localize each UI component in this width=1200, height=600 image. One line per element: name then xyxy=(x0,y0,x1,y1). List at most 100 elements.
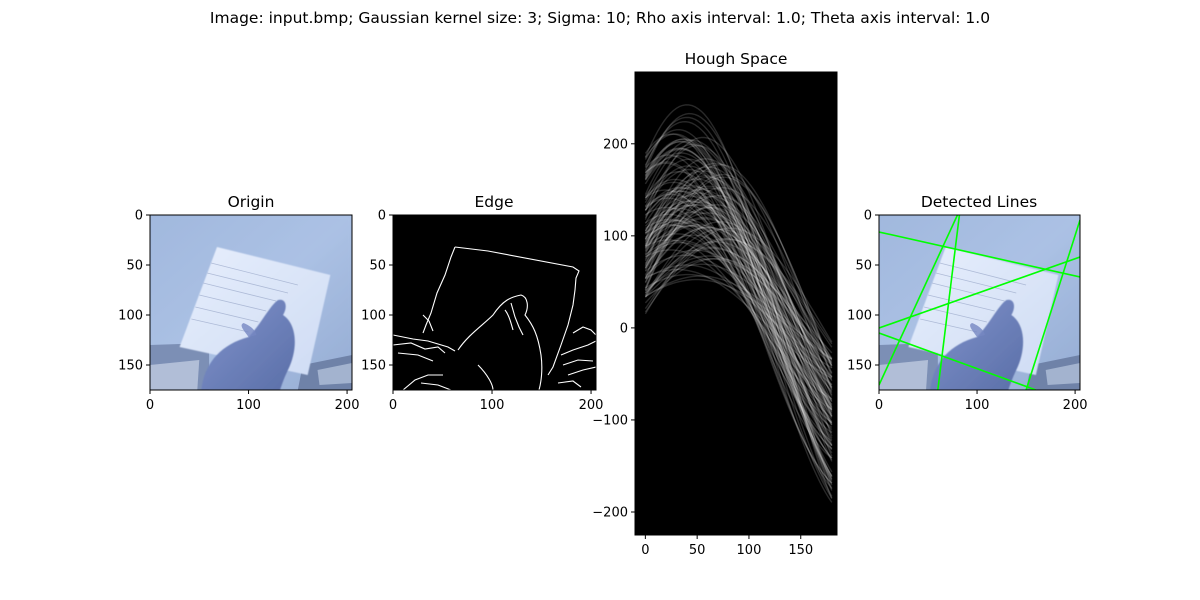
hough-curve xyxy=(644,187,833,396)
hough-curve xyxy=(644,201,833,406)
axes-frame xyxy=(878,214,1081,391)
detected-line xyxy=(879,215,959,386)
hough-curve xyxy=(644,128,833,497)
hough-curve xyxy=(644,195,833,426)
hough-curve xyxy=(644,178,833,459)
hough-curve xyxy=(644,162,833,391)
axes-frame xyxy=(634,71,838,536)
hough-curve xyxy=(644,225,833,405)
hough-curve xyxy=(644,254,833,386)
hough-curve xyxy=(644,162,833,484)
hough-curve xyxy=(644,234,833,392)
hough-curve xyxy=(644,166,833,408)
hough-curve xyxy=(644,147,833,478)
hough-curve xyxy=(644,200,833,418)
x-tick-label: 50 xyxy=(689,543,706,558)
hough-curve xyxy=(644,140,833,480)
panel-detected-lines: Detected Lines 0 100 200 0 50 100 150 xyxy=(847,193,1087,413)
hough-curve xyxy=(644,189,833,459)
hough-curve xyxy=(644,186,833,447)
axes-frame xyxy=(392,214,597,391)
hough-curve xyxy=(644,241,833,362)
axes-frame xyxy=(149,214,353,391)
hough-curve xyxy=(644,216,833,390)
hough-curve xyxy=(644,212,833,386)
y-tick-label: 100 xyxy=(603,229,628,244)
hough-curve xyxy=(644,186,833,426)
hough-curve xyxy=(644,223,833,394)
x-tick-label: 100 xyxy=(965,398,990,413)
hough-curve xyxy=(645,218,833,428)
hough-curve xyxy=(644,154,833,489)
hough-curve xyxy=(644,176,833,367)
hough-curve xyxy=(644,175,833,410)
y-tick-label: 0 xyxy=(620,321,628,336)
hough-curve xyxy=(644,222,833,411)
hough-ticks: 0 50 100 150 −200 −100 0 100 200 xyxy=(592,137,813,558)
hough-curve xyxy=(644,241,833,400)
hough-curve xyxy=(644,133,833,499)
hough-curve xyxy=(644,224,833,401)
hough-curve xyxy=(645,273,833,369)
y-tick-label: 100 xyxy=(847,309,872,324)
hough-curve xyxy=(645,268,833,379)
origin-image xyxy=(150,215,352,390)
hough-curve xyxy=(645,239,833,410)
panel-origin: Origin 0 100 200 0 50 100 150 xyxy=(118,193,359,413)
hough-curve xyxy=(644,193,833,450)
hough-curve xyxy=(644,116,833,490)
y-tick-label: 150 xyxy=(847,359,872,374)
panel-title-edge: Edge xyxy=(474,193,513,211)
x-tick-label: 100 xyxy=(480,398,505,413)
detected-line xyxy=(879,332,1037,390)
detected-lines-image xyxy=(879,215,1080,390)
hough-curve xyxy=(644,204,833,375)
y-tick-label: 100 xyxy=(361,309,386,324)
hough-curve xyxy=(644,228,833,359)
hough-curve xyxy=(644,246,833,365)
hough-curve xyxy=(644,176,833,403)
hough-curve xyxy=(644,204,833,422)
y-tick-label: 0 xyxy=(378,209,386,224)
y-tick-label: 50 xyxy=(855,259,872,274)
y-tick-label: 50 xyxy=(369,259,386,274)
y-tick-label: 200 xyxy=(603,137,628,152)
detected-line xyxy=(879,256,1080,329)
hough-curve xyxy=(644,206,833,388)
hough-curve xyxy=(644,226,833,378)
hough-curve xyxy=(644,195,833,388)
hough-curve xyxy=(644,207,833,431)
hough-curve xyxy=(644,165,833,450)
hough-curve xyxy=(644,161,833,484)
hough-curve xyxy=(644,249,833,381)
x-tick-label: 200 xyxy=(335,398,360,413)
hough-curve xyxy=(644,186,833,367)
hough-curve xyxy=(644,138,833,482)
hough-curve xyxy=(644,155,833,477)
hough-curve xyxy=(644,120,833,491)
panel-hough-space: Hough Space 0 50 100 150 −200 −100 0 100 200 xyxy=(592,50,838,558)
hough-curve xyxy=(644,237,833,348)
hough-curve xyxy=(644,173,833,369)
hough-curve xyxy=(644,206,833,382)
hough-curve xyxy=(644,148,833,477)
hough-curve xyxy=(645,278,833,360)
y-tick-label: 0 xyxy=(864,209,872,224)
hough-curve xyxy=(644,158,833,454)
hough-curve xyxy=(644,204,833,412)
x-tick-label: 100 xyxy=(236,398,261,413)
hough-curve xyxy=(644,184,833,433)
panel-title-origin: Origin xyxy=(228,193,275,211)
hough-curve xyxy=(645,264,833,378)
hough-curve xyxy=(644,144,833,446)
hough-curve xyxy=(644,190,833,441)
hough-curve xyxy=(644,152,833,473)
y-tick-label: −100 xyxy=(592,413,628,428)
hough-curve xyxy=(644,188,833,411)
hough-curve xyxy=(644,104,833,499)
hough-curve xyxy=(644,181,833,459)
hough-curve xyxy=(645,275,833,360)
hough-curve xyxy=(644,139,833,462)
y-tick-label: 0 xyxy=(135,209,143,224)
hough-curve xyxy=(644,158,833,418)
